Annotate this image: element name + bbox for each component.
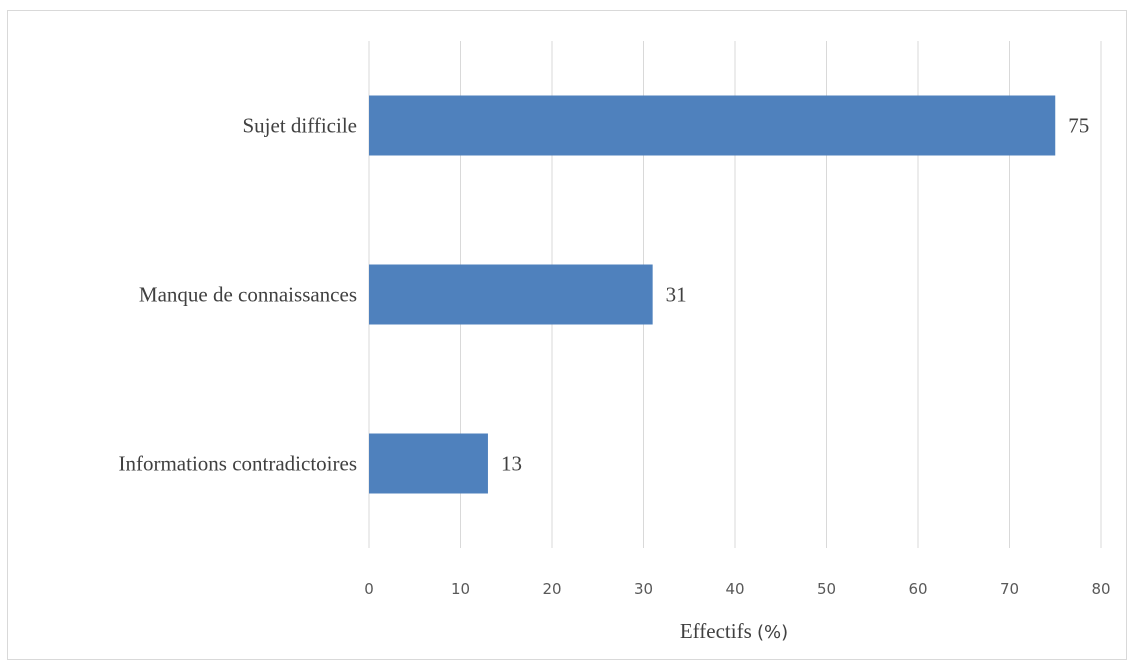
x-tick-label-30: 30 — [634, 580, 653, 598]
x-tick-label-80: 80 — [1091, 580, 1110, 598]
x-axis-title-word: Effectifs — [680, 619, 757, 643]
data-label-3: 13 — [501, 452, 522, 476]
data-label-1: 75 — [1068, 114, 1089, 138]
x-tick-label-50: 50 — [817, 580, 836, 598]
x-tick-label-20: 20 — [542, 580, 561, 598]
bar-1 — [369, 95, 1056, 156]
category-label-3: Informations contradictoires — [118, 452, 357, 476]
chart-frame: Sujet difficile Manque de connaissances In… — [7, 10, 1127, 660]
x-tick-labels: 0 10 20 30 40 50 60 70 80 — [364, 580, 1110, 598]
bar-chart: Sujet difficile Manque de connaissances In… — [118, 41, 1111, 643]
data-labels: 75 31 13 — [501, 114, 1089, 476]
bar-2 — [369, 264, 653, 325]
category-labels: Sujet difficile Manque de connaissances In… — [118, 114, 357, 476]
category-label-2: Manque de connaissances — [139, 283, 357, 307]
x-tick-label-40: 40 — [725, 580, 744, 598]
x-tick-label-60: 60 — [908, 580, 927, 598]
x-tick-label-70: 70 — [1000, 580, 1019, 598]
category-label-1: Sujet difficile — [242, 114, 357, 138]
x-axis-title-unit: (%) — [757, 622, 788, 643]
x-axis-title: Effectifs (%) — [680, 619, 788, 643]
x-tick-label-0: 0 — [364, 580, 374, 598]
x-tick-label-10: 10 — [451, 580, 470, 598]
bars — [369, 95, 1056, 494]
data-label-2: 31 — [666, 283, 687, 307]
bar-3 — [369, 433, 488, 494]
